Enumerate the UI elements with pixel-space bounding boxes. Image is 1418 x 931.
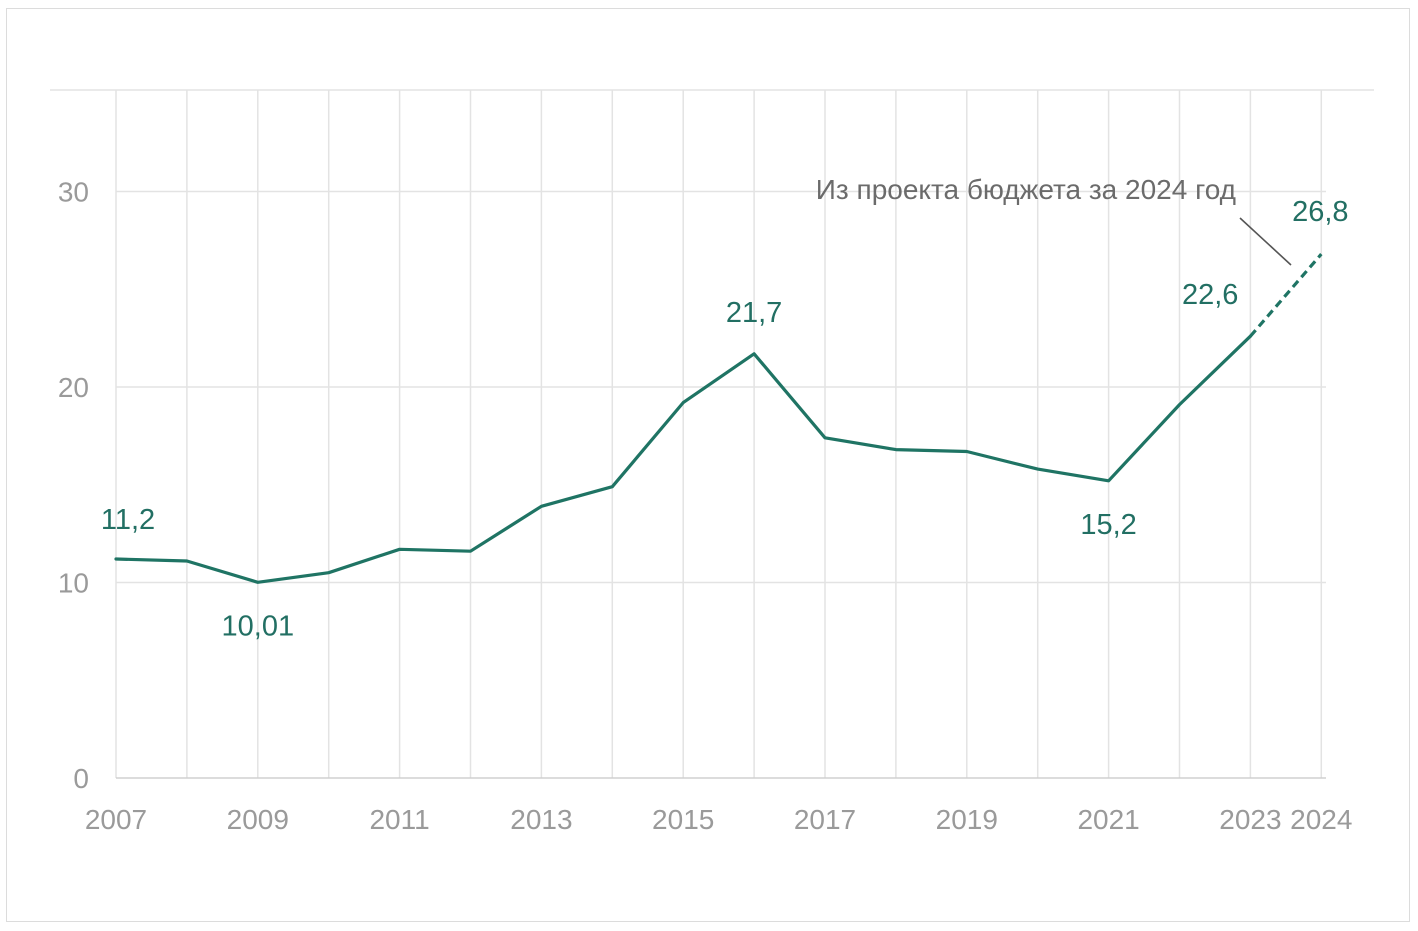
x-tick-label-2024: 2024 [1290,804,1352,835]
x-tick-label-2009: 2009 [227,804,289,835]
annotation-text: Из проекта бюджета за 2024 год [816,174,1236,205]
data-label-2023: 22,6 [1182,279,1238,311]
y-tick-label-0: 0 [73,763,89,794]
series-line-actual [114,334,1253,584]
data-label-2009: 10,01 [222,610,295,642]
x-tick-label-2023: 2023 [1219,804,1281,835]
x-tick-label-2013: 2013 [510,804,572,835]
y-tick-label-30: 30 [58,177,89,208]
x-tick-label-2015: 2015 [652,804,714,835]
x-tick-label-2021: 2021 [1077,804,1139,835]
gridlines [50,89,1374,779]
data-label-2021: 15,2 [1080,509,1136,541]
series-line-projected [1249,253,1323,338]
series-lines [114,253,1323,584]
x-tick-label-2007: 2007 [85,804,147,835]
axis-ticks: 0 10 20 30 2007 2009 2011 2013 2015 2017 2019 2021 2… [58,177,1353,836]
y-tick-label-10: 10 [58,568,89,599]
data-label-2016: 21,7 [726,297,782,329]
data-labels: 11,2 10,01 21,7 15,2 22,6 26,8 [101,196,1349,642]
annotation-leader-line [1239,217,1292,266]
x-tick-label-2017: 2017 [794,804,856,835]
y-tick-label-20: 20 [58,372,89,403]
data-label-2024: 26,8 [1292,196,1348,228]
chart-frame [6,8,1410,922]
x-tick-label-2019: 2019 [936,804,998,835]
annotation-group: Из проекта бюджета за 2024 год [816,174,1292,266]
data-label-2007: 11,2 [101,504,155,536]
x-tick-label-2011: 2011 [369,804,429,835]
